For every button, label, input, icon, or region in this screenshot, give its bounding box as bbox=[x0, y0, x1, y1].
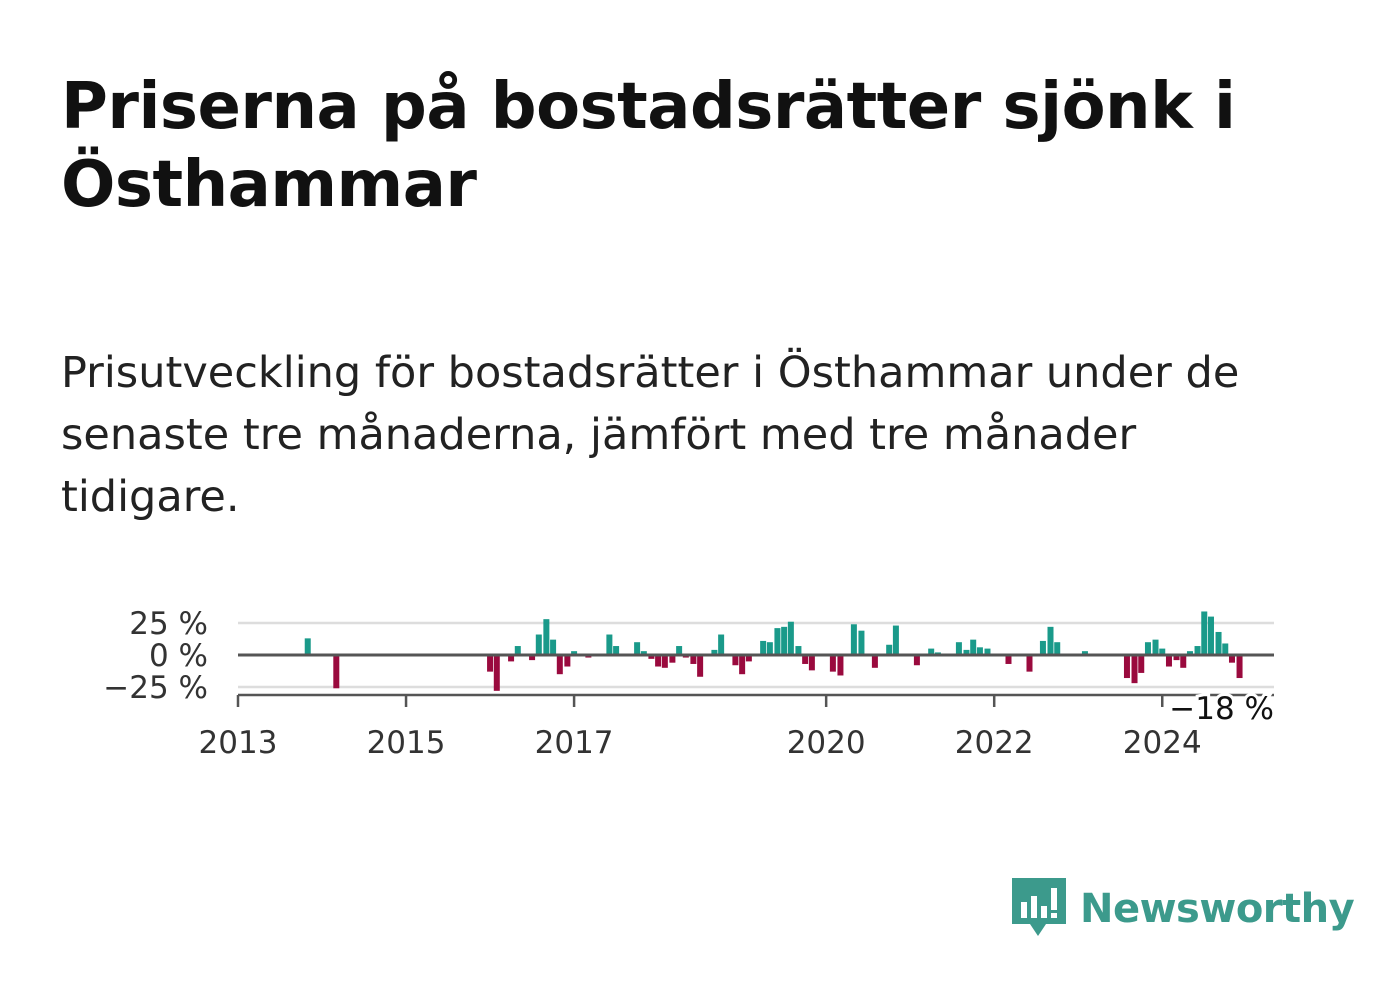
bar bbox=[718, 634, 725, 655]
x-tick-label: 2020 bbox=[787, 725, 866, 761]
bar bbox=[886, 644, 893, 655]
bar bbox=[1236, 655, 1243, 679]
chart-subtitle: Prisutveckling för bostadsrätter i Östha… bbox=[61, 348, 1240, 522]
x-tick-label: 2024 bbox=[1123, 725, 1202, 761]
newsworthy-logo-icon bbox=[1012, 878, 1066, 936]
bars bbox=[304, 611, 1243, 691]
bar bbox=[655, 655, 662, 667]
bar bbox=[1081, 651, 1088, 655]
newsworthy-logo-text: Newsworthy bbox=[1080, 886, 1355, 932]
bar bbox=[732, 655, 739, 666]
bar bbox=[571, 651, 578, 655]
bar bbox=[745, 655, 752, 662]
bar bbox=[508, 655, 515, 662]
bar bbox=[535, 634, 542, 655]
bar bbox=[871, 655, 878, 668]
bar bbox=[760, 640, 767, 655]
bar bbox=[774, 628, 781, 655]
bar bbox=[487, 655, 494, 672]
bar bbox=[648, 655, 655, 659]
bar bbox=[913, 655, 920, 666]
bar bbox=[564, 655, 571, 667]
bar bbox=[333, 655, 340, 689]
bar bbox=[829, 655, 836, 672]
bar bbox=[1165, 655, 1172, 667]
bar bbox=[1186, 651, 1193, 655]
bar bbox=[1194, 646, 1201, 655]
bar bbox=[1026, 655, 1033, 672]
bar bbox=[1152, 639, 1159, 655]
bar bbox=[690, 655, 697, 664]
bar bbox=[787, 621, 794, 655]
bar bbox=[1180, 655, 1187, 668]
bar bbox=[1131, 655, 1138, 684]
newsworthy-logo: Newsworthy bbox=[1012, 878, 1355, 940]
bar bbox=[1215, 631, 1222, 655]
axes bbox=[236, 653, 1274, 707]
bar bbox=[739, 655, 746, 675]
bar bbox=[304, 638, 311, 655]
x-tick-label: 2013 bbox=[199, 725, 278, 761]
bar bbox=[955, 642, 962, 655]
bar bbox=[1123, 655, 1130, 679]
bar bbox=[892, 625, 899, 655]
bar bbox=[963, 649, 970, 655]
bar bbox=[1222, 643, 1229, 655]
bar bbox=[1054, 642, 1061, 655]
bar bbox=[634, 642, 641, 655]
bar bbox=[808, 655, 815, 671]
bar bbox=[858, 630, 865, 655]
y-tick-label: 0 % bbox=[149, 638, 208, 674]
x-tick-label: 2022 bbox=[955, 725, 1034, 761]
bar bbox=[976, 647, 983, 655]
bar bbox=[529, 655, 536, 661]
bar bbox=[1047, 626, 1054, 655]
bar bbox=[543, 619, 550, 655]
bar-chart: 25 %0 %−25 % 2013 2015 2017 2020 2022 2024−18 … bbox=[103, 606, 1277, 761]
chart-title: Priserna på bostadsrätter sjönk i Östham… bbox=[61, 70, 1236, 222]
grid-lines bbox=[238, 621, 1274, 689]
bar bbox=[556, 655, 563, 675]
x-tick-label: 2017 bbox=[535, 725, 614, 761]
bar bbox=[676, 646, 683, 655]
y-tick-label: 25 % bbox=[129, 606, 208, 642]
bar bbox=[928, 648, 935, 655]
bar bbox=[550, 639, 557, 655]
axis-labels: 25 %0 %−25 % 2013 2015 2017 2020 2022 2024−18 … bbox=[103, 606, 1277, 761]
bar bbox=[1173, 655, 1180, 661]
bar bbox=[493, 655, 500, 691]
bar bbox=[669, 655, 676, 663]
bar bbox=[837, 655, 844, 676]
bar bbox=[781, 626, 788, 655]
bar bbox=[1138, 655, 1145, 673]
bar bbox=[613, 646, 620, 655]
bar bbox=[661, 655, 668, 668]
bar bbox=[802, 655, 809, 664]
bar bbox=[1201, 611, 1208, 655]
bar bbox=[697, 655, 704, 677]
bar bbox=[606, 634, 613, 655]
bar bbox=[795, 646, 802, 655]
bar bbox=[850, 624, 857, 655]
bar bbox=[1159, 648, 1166, 655]
bar bbox=[1039, 640, 1046, 655]
x-tick-label: 2015 bbox=[367, 725, 446, 761]
y-tick-label: −25 % bbox=[103, 670, 208, 706]
bar bbox=[970, 639, 977, 655]
last-value-label: −18 % bbox=[1169, 691, 1274, 727]
bar bbox=[984, 648, 991, 655]
bar bbox=[1005, 655, 1012, 664]
bar bbox=[514, 646, 521, 655]
bar bbox=[640, 651, 647, 655]
bar bbox=[1228, 655, 1235, 663]
bar bbox=[1207, 616, 1214, 655]
bar bbox=[711, 649, 718, 655]
bar bbox=[1144, 642, 1151, 655]
bar bbox=[766, 642, 773, 655]
